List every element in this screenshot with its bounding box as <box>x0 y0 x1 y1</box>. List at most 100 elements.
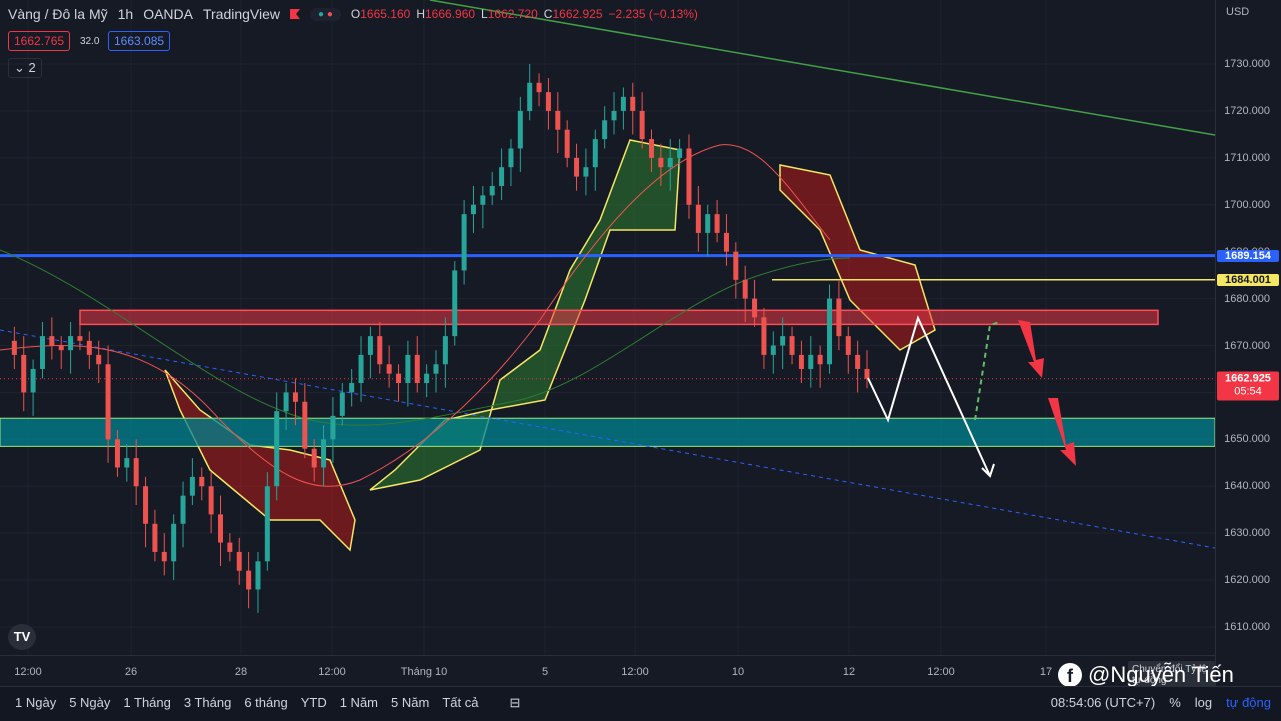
log-scale-button[interactable]: log <box>1194 695 1213 710</box>
candle-body <box>49 336 55 346</box>
projection-arrows <box>867 315 1076 478</box>
range-1d-button[interactable]: 1 Ngày <box>15 695 57 710</box>
low-value: 1662.720 <box>487 7 538 21</box>
symbol-name[interactable]: Vàng / Đô la Mỹ <box>8 6 108 22</box>
kumo-bear-2 <box>779 164 936 351</box>
currency-label[interactable]: USD <box>1226 6 1250 18</box>
candle-body <box>733 251 739 280</box>
price-tick-label: 1720.000 <box>1224 104 1270 117</box>
candle-body <box>452 270 458 337</box>
candle-body <box>705 214 711 233</box>
auto-scale-button[interactable]: tự động <box>1226 695 1271 710</box>
price-axis[interactable]: USD 1730.0001720.0001710.0001700.0001690… <box>1215 0 1281 686</box>
candle-body <box>677 148 683 158</box>
candle-body <box>770 345 776 355</box>
white-projection-path <box>867 315 991 477</box>
candle-body <box>236 551 242 571</box>
candle-body <box>180 495 186 524</box>
kumo-bear-1 <box>164 369 356 552</box>
price-tick-label: 1730.000 <box>1224 58 1270 70</box>
percent-scale-button[interactable]: % <box>1169 695 1181 710</box>
candle-body <box>517 110 523 149</box>
candle-body <box>246 570 252 590</box>
range-6m-button[interactable]: 6 tháng <box>244 695 288 710</box>
last-price-tag: 1662.925 05:54 <box>1217 371 1279 401</box>
candle-body <box>321 439 327 468</box>
bar-countdown: 05:54 <box>1234 385 1262 398</box>
watermark-text: @Nguyễn Tiến <box>1088 662 1234 687</box>
tradingview-logo-icon[interactable]: TV <box>8 624 36 650</box>
range-3m-button[interactable]: 3 Tháng <box>183 695 232 710</box>
white-arrowhead <box>981 463 995 478</box>
range-1y-button[interactable]: 1 Năm <box>339 695 379 710</box>
candle-body <box>827 298 833 365</box>
candle-body <box>349 383 355 393</box>
candle-body <box>714 214 720 233</box>
candlestick-series <box>11 64 870 613</box>
indicators-toggle[interactable]: ⌄ 2 <box>8 58 42 78</box>
candle-body <box>189 476 195 496</box>
candle-body <box>396 373 402 384</box>
range-all-button[interactable]: Tất cả <box>442 695 479 710</box>
goto-date-icon[interactable]: ⊟ <box>509 695 521 710</box>
candle-body <box>227 542 233 552</box>
candle-body <box>442 336 448 365</box>
market-status-pill[interactable]: ● ● <box>310 7 341 21</box>
candle-body <box>302 401 308 449</box>
candle-body <box>752 298 758 318</box>
price-tick-label: 1630.000 <box>1224 527 1270 540</box>
blue-dashed-trend-line <box>0 329 1215 549</box>
candle-body <box>264 486 270 562</box>
interval-label[interactable]: 1h <box>117 6 134 22</box>
candle-body <box>583 167 589 177</box>
price-tick-label: 1680.000 <box>1224 292 1270 305</box>
candle-body <box>808 354 814 369</box>
price-tick-label: 1610.000 <box>1224 621 1270 633</box>
bid-button[interactable]: 1662.765 <box>8 31 71 51</box>
candle-body <box>845 336 851 355</box>
candle-body <box>86 340 92 355</box>
candle-body <box>58 345 64 351</box>
candle-body <box>96 354 102 365</box>
candle-body <box>274 411 280 487</box>
open-value: 1665.160 <box>360 7 411 21</box>
range-ytd-button[interactable]: YTD <box>300 695 327 710</box>
candle-body <box>480 195 486 205</box>
time-tick-label: 17 <box>1039 666 1053 678</box>
time-tick-label: 12 <box>842 666 856 678</box>
candle-body <box>695 204 701 233</box>
candle-body <box>152 523 158 552</box>
candle-body <box>630 96 636 111</box>
candle-body <box>405 354 411 384</box>
green-trend-line <box>429 0 1215 136</box>
candle-body <box>414 354 420 384</box>
candle-body <box>639 110 645 140</box>
trend-lines <box>0 0 1215 549</box>
candle-body <box>68 336 74 351</box>
range-5d-button[interactable]: 5 Ngày <box>69 695 111 710</box>
candle-body <box>545 92 551 111</box>
candle-body <box>536 82 542 93</box>
candle-body <box>649 139 654 158</box>
candle-body <box>114 439 120 468</box>
clock-time[interactable]: 08:54:06 (UTC+7) <box>1050 695 1156 710</box>
range-1m-button[interactable]: 1 Tháng <box>123 695 171 710</box>
indicator-count: 2 <box>28 60 36 75</box>
time-axis[interactable]: 12:00 26 28 12:00 Tháng 10 5 12:00 10 12 12:00 17 … <box>0 655 1215 689</box>
time-tick-label: 28 <box>234 666 248 678</box>
candle-body <box>311 448 317 468</box>
bottom-toolbar: 1 Ngày 5 Ngày 1 Tháng 3 Tháng 6 tháng YT… <box>0 686 1281 721</box>
flag-icon[interactable] <box>290 9 301 19</box>
candle-body <box>292 392 298 402</box>
price-chart[interactable] <box>0 0 1215 655</box>
range-5y-button[interactable]: 5 Năm <box>391 695 430 710</box>
ohlc-values: O1665.160 H1666.960 L1662.720 C1662.925 … <box>350 7 698 21</box>
candle-body <box>667 157 673 168</box>
candle-body <box>527 82 533 111</box>
candle-body <box>611 110 617 121</box>
candle-body <box>171 523 177 562</box>
facebook-icon: f <box>1058 663 1082 687</box>
ask-button[interactable]: 1663.085 <box>108 31 171 51</box>
candle-body <box>798 354 804 369</box>
candle-body <box>377 336 383 365</box>
